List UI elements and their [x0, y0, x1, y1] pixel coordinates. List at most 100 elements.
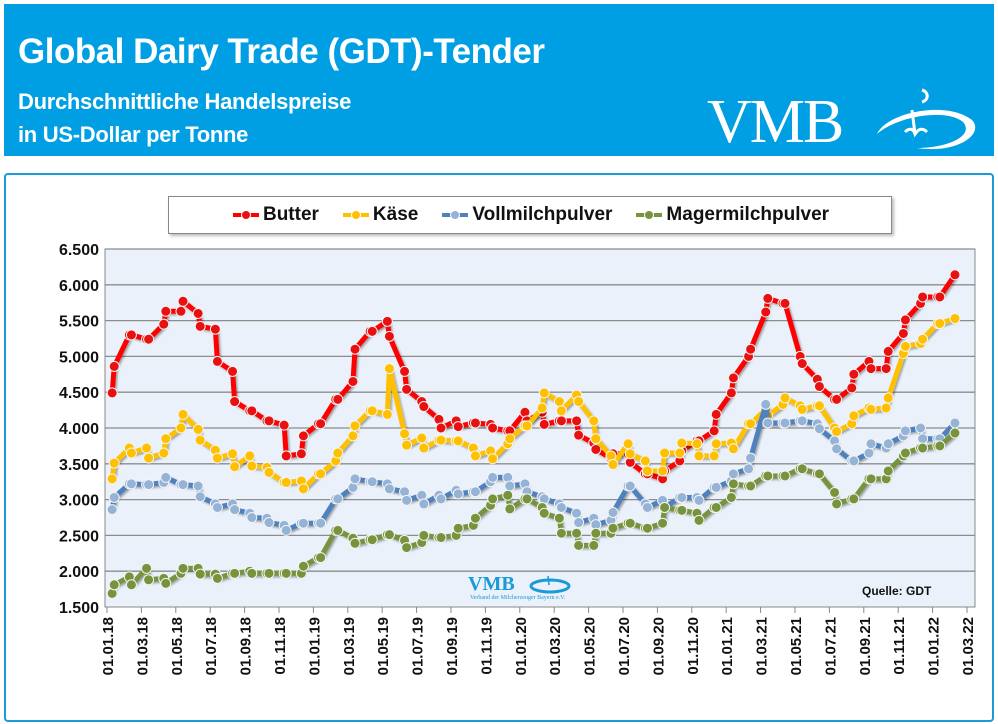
- data-point-butter: [452, 421, 464, 433]
- data-point-magermilchpulver: [829, 486, 841, 498]
- x-tick-label: 01.05.21: [788, 617, 805, 675]
- y-tick-label: 5.500: [59, 314, 99, 331]
- data-point-butter: [725, 387, 737, 399]
- data-point-kaese: [796, 403, 808, 415]
- data-point-vollmilchpulver: [863, 447, 875, 459]
- x-tick-label: 01.09.21: [857, 617, 874, 675]
- data-point-kaese: [882, 392, 894, 404]
- data-point-kaese: [158, 447, 170, 459]
- data-point-vollmilchpulver: [487, 471, 499, 483]
- x-tick-label: 01.07.21: [822, 617, 839, 675]
- data-point-kaese: [194, 434, 206, 446]
- data-point-vollmilchpulver: [435, 493, 447, 505]
- y-tick-label: 1.500: [59, 600, 99, 617]
- data-point-magermilchpulver: [553, 512, 565, 524]
- data-point-vollmilchpulver: [693, 494, 705, 506]
- data-point-butter: [813, 380, 825, 392]
- data-point-kaese: [590, 433, 602, 445]
- legend-item-magermilchpulver: Magermilchpulver: [634, 204, 829, 226]
- data-point-butter: [934, 291, 946, 303]
- data-point-vollmilchpulver: [401, 494, 413, 506]
- vmb-swirl-icon: [877, 88, 976, 150]
- data-point-magermilchpulver: [949, 427, 961, 439]
- data-point-vollmilchpulver: [917, 433, 929, 445]
- y-tick-label: 6.500: [59, 242, 99, 259]
- legend-label-magermilchpulver: Magermilchpulver: [666, 204, 830, 225]
- legend-label-kaese: Käse: [372, 204, 419, 225]
- legend-label-vollmilchpulver: Vollmilchpulver: [472, 204, 613, 225]
- data-point-butter: [796, 358, 808, 370]
- data-point-kaese: [745, 418, 757, 430]
- data-point-magermilchpulver: [452, 522, 464, 534]
- data-point-kaese: [676, 437, 688, 449]
- data-point-butter: [917, 291, 929, 303]
- data-point-kaese: [452, 435, 464, 447]
- data-point-kaese: [779, 392, 791, 404]
- subtitle-line-2: in US-Dollar per Tonne: [18, 122, 249, 147]
- data-point-kaese: [347, 430, 359, 442]
- data-point-magermilchpulver: [469, 512, 481, 524]
- data-point-kaese: [143, 452, 155, 464]
- data-point-vollmilchpulver: [727, 468, 739, 480]
- data-point-kaese: [573, 396, 585, 408]
- y-tick-label: 6.000: [59, 278, 99, 295]
- chart-legend: Butter Käse Vollmilchpulver Magermilchpu…: [168, 196, 892, 234]
- data-point-butter: [435, 422, 447, 434]
- data-point-kaese: [469, 450, 481, 462]
- subtitle-line-1: Durchschnittliche Handelspreise: [18, 89, 352, 114]
- data-point-magermilchpulver: [538, 507, 550, 519]
- data-point-kaese: [949, 312, 961, 324]
- data-point-vollmilchpulver: [607, 506, 619, 518]
- x-tick-label: 01.01.19: [306, 617, 323, 675]
- data-point-magermilchpulver: [229, 567, 241, 579]
- vmb-logo: VMB: [707, 88, 987, 160]
- data-point-magermilchpulver: [934, 440, 946, 452]
- data-point-kaese: [880, 402, 892, 414]
- data-point-magermilchpulver: [332, 524, 344, 536]
- data-point-kaese: [246, 460, 258, 472]
- data-point-butter: [760, 306, 772, 318]
- data-point-butter: [106, 387, 118, 399]
- data-point-kaese: [315, 468, 327, 480]
- data-point-kaese: [607, 459, 619, 471]
- data-point-butter: [897, 327, 909, 339]
- data-point-magermilchpulver: [659, 501, 671, 513]
- x-tick-label: 01.07.20: [616, 617, 633, 675]
- data-point-kaese: [227, 448, 239, 460]
- legend-marker-vollmilchpulver-icon: [442, 210, 469, 220]
- source-note: Quelle: GDT: [862, 584, 932, 598]
- data-point-vollmilchpulver: [211, 501, 223, 513]
- data-point-magermilchpulver: [813, 468, 825, 480]
- data-point-butter: [366, 325, 378, 337]
- x-tick-label: 01.03.20: [547, 617, 564, 675]
- data-point-butter: [227, 365, 239, 377]
- data-point-vollmilchpulver: [745, 452, 757, 464]
- data-point-magermilchpulver: [108, 579, 120, 591]
- data-point-butter: [229, 396, 241, 408]
- data-point-magermilchpulver: [177, 562, 189, 574]
- data-point-magermilchpulver: [366, 534, 378, 546]
- data-point-magermilchpulver: [710, 501, 722, 513]
- data-point-kaese: [192, 423, 204, 435]
- x-tick-label: 01.01.20: [513, 617, 530, 675]
- data-point-magermilchpulver: [590, 527, 602, 539]
- data-point-butter: [727, 372, 739, 384]
- data-point-butter: [143, 333, 155, 345]
- data-point-magermilchpulver: [435, 532, 447, 544]
- data-point-kaese: [657, 465, 669, 477]
- data-point-kaese: [899, 340, 911, 352]
- data-point-vollmilchpulver: [779, 417, 791, 429]
- x-tick-label: 01.03.21: [754, 617, 771, 675]
- data-point-butter: [108, 360, 120, 372]
- data-point-magermilchpulver: [504, 503, 516, 515]
- data-point-magermilchpulver: [487, 493, 499, 505]
- data-point-butter: [865, 363, 877, 375]
- data-point-vollmilchpulver: [796, 415, 808, 427]
- data-point-butter: [469, 417, 481, 429]
- vmb-logo-text: VMB: [707, 88, 844, 156]
- vmb-watermark-logo: VMB Verband der Milcherzeuger Bayern e.V…: [468, 573, 588, 607]
- data-point-magermilchpulver: [401, 542, 413, 554]
- data-point-magermilchpulver: [573, 539, 585, 551]
- data-point-magermilchpulver: [917, 442, 929, 454]
- data-point-vollmilchpulver: [143, 479, 155, 491]
